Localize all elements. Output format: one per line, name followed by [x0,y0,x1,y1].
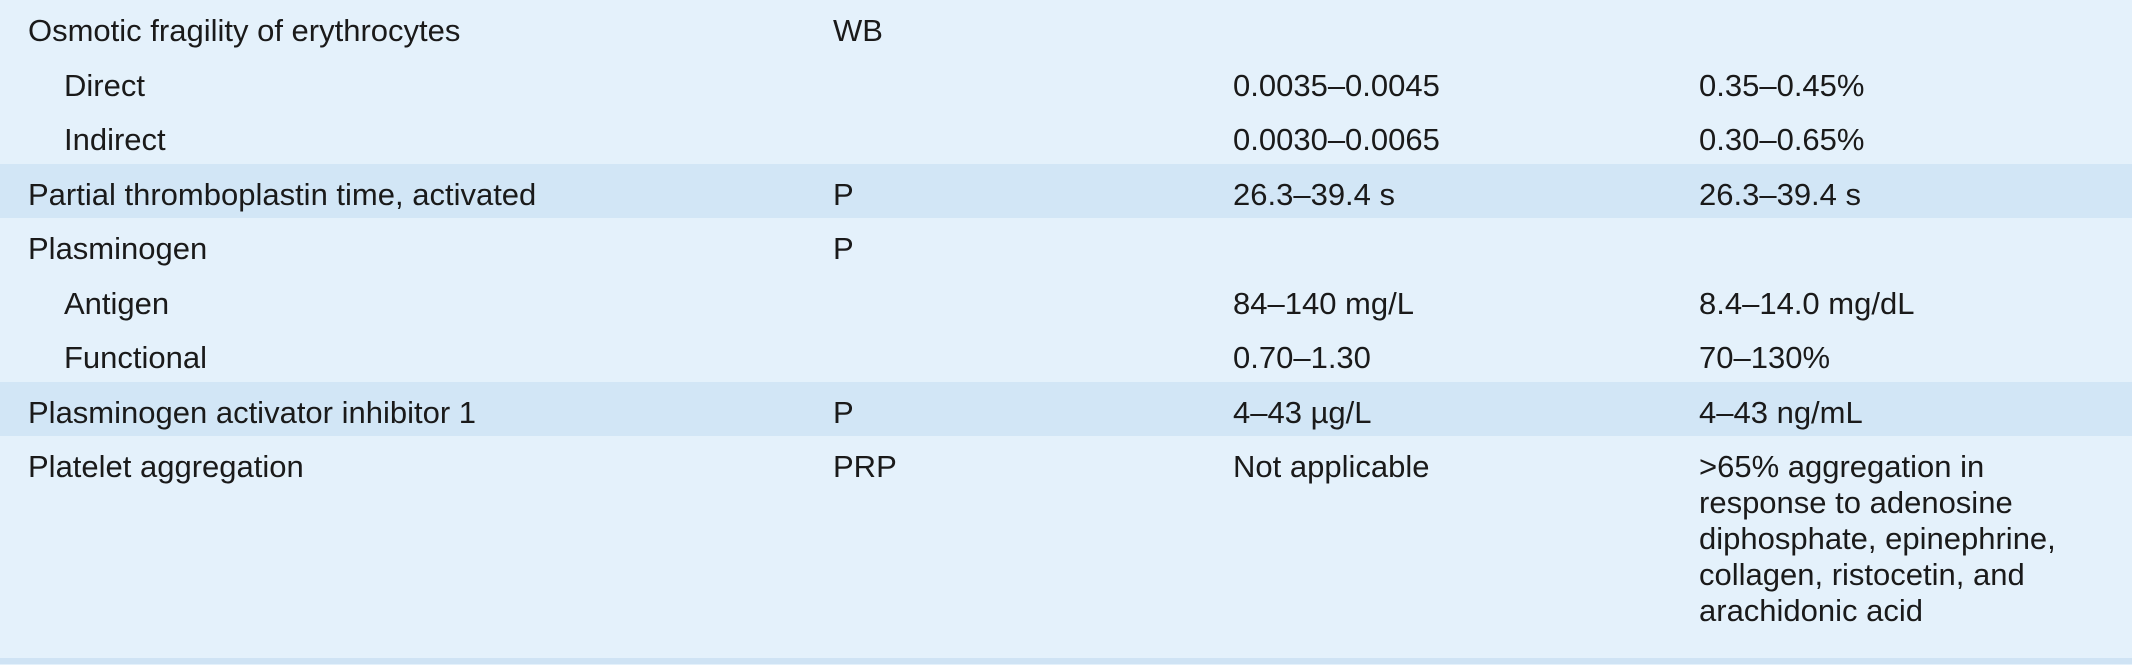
si-units-value: 84–140 mg/L [1233,285,1414,321]
conventional-units-value: 4–43 ng/mL [1699,394,1863,430]
table-row: Partial thromboplastin time, activated P… [0,163,2132,218]
specimen: WB [833,13,883,48]
conventional-units-value [1699,13,2132,55]
conventional-units-value: 0.35–0.45% [1699,67,1865,103]
test-name: Indirect [64,122,166,157]
si-units-value: Not applicable [1233,449,1430,484]
table-row: Plasminogen P [0,218,2132,273]
test-name: Osmotic fragility of erythrocytes [28,13,461,48]
specimen [833,286,1233,328]
test-name: Direct [64,67,145,103]
si-units-value: 0.0035–0.0045 [1233,67,1440,103]
table-row: Platelet aggregation PRP Not applicable … [0,436,2132,658]
specimen [833,68,1233,110]
table-row: Functional 0.70–1.30 70–130% [0,327,2132,382]
si-units-value: 0.70–1.30 [1233,340,1371,375]
test-name: Antigen [64,285,170,321]
table-bottom-rule [0,658,2132,664]
table-row: Indirect 0.0030–0.0065 0.30–0.65% [0,109,2132,164]
si-units-value: 0.0030–0.0065 [1233,122,1440,157]
test-name: Partial thromboplastin time, activated [28,176,537,212]
si-units-value: 26.3–39.4 s [1233,176,1396,212]
table-row: Antigen 84–140 mg/L 8.4–14.0 mg/dL [0,272,2132,328]
table-row: Direct 0.0035–0.0045 0.35–0.45% [0,54,2132,110]
conventional-units-value: 8.4–14.0 mg/dL [1699,285,1915,321]
conventional-units-value [1699,231,2132,273]
conventional-units-value: >65% aggregation in response to adenosin… [1699,449,2056,628]
specimen: PRP [833,449,897,484]
conventional-units-value: 70–130% [1699,340,1831,375]
conventional-units-value: 0.30–0.65% [1699,122,1865,157]
specimen: P [833,231,854,266]
test-name: Plasminogen [28,231,208,266]
test-name: Plasminogen activator inhibitor 1 [28,394,477,430]
specimen: P [833,394,854,430]
table-row: Osmotic fragility of erythrocytes WB [0,0,2132,55]
specimen [833,122,1233,164]
si-units-value [1233,13,1699,55]
test-name: Platelet aggregation [28,449,304,484]
specimen [833,340,1233,382]
test-name: Functional [64,340,208,375]
specimen: P [833,176,854,212]
si-units-value: 4–43 µg/L [1233,394,1372,430]
table-row: Plasminogen activator inhibitor 1 P 4–43… [0,381,2132,436]
conventional-units-value: 26.3–39.4 s [1699,176,1862,212]
si-units-value [1233,231,1699,273]
